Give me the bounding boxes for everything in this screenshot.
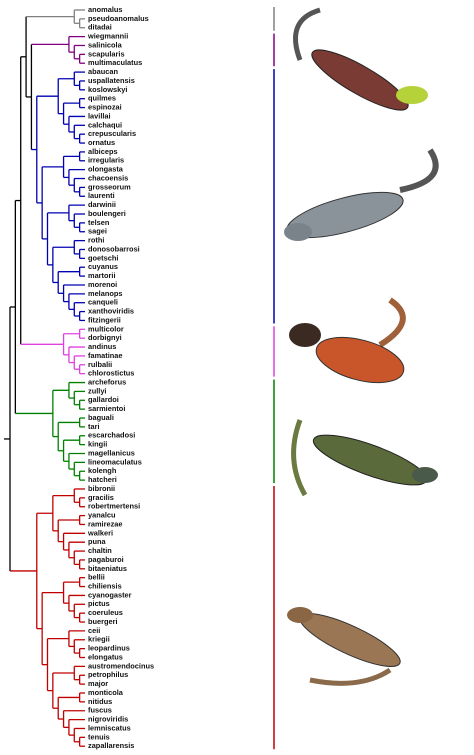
taxon-label: chiliensis <box>88 582 122 591</box>
taxon-label: espinozai <box>88 103 122 112</box>
taxon-label: tari <box>88 422 100 431</box>
taxon-label: rothi <box>88 236 104 245</box>
taxon-label: canqueli <box>88 298 118 307</box>
taxon-label: martorii <box>88 271 116 280</box>
taxon-label: wiegmannii <box>87 32 128 41</box>
taxon-label: puna <box>88 537 107 546</box>
taxon-label: cuyanus <box>88 262 118 271</box>
taxon-label: melanops <box>88 289 123 298</box>
lizard-2 <box>284 148 439 241</box>
taxon-label: quilmes <box>88 94 116 103</box>
taxon-label: ramirezae <box>88 519 123 528</box>
taxon-label: gracilis <box>88 493 114 502</box>
taxon-label: calchaqui <box>88 120 122 129</box>
taxon-label: nitidus <box>88 697 112 706</box>
taxon-label: monticola <box>88 688 124 697</box>
taxon-label: robertmertensi <box>88 502 140 511</box>
taxon-label: laurenti <box>88 191 115 200</box>
taxon-label: famatinae <box>88 351 123 360</box>
taxon-label: baguali <box>88 413 114 422</box>
taxon-label: archeforus <box>88 377 126 386</box>
taxon-label: pagaburoi <box>88 555 124 564</box>
taxon-label: multimaculatus <box>88 58 142 67</box>
taxon-label: abaucan <box>88 67 118 76</box>
taxon-label: kingii <box>88 440 107 449</box>
taxon-label: austromendocinus <box>88 661 154 670</box>
taxon-label: xanthoviridis <box>88 307 134 316</box>
taxon-label: gallardoi <box>88 395 119 404</box>
taxon-label: chaltin <box>88 546 112 555</box>
taxon-label: walkeri <box>87 528 113 537</box>
taxon-label: kriegii <box>88 635 110 644</box>
taxon-label: grosseorum <box>88 182 131 191</box>
taxon-label: hatcheri <box>88 475 117 484</box>
taxon-label: nigroviridis <box>88 715 128 724</box>
taxon-label: bellii <box>88 573 105 582</box>
taxon-label: crepuscularis <box>88 129 136 138</box>
taxon-label: sagei <box>88 227 107 236</box>
taxon-label: buergeri <box>88 617 118 626</box>
taxon-label: pictus <box>88 599 110 608</box>
taxon-label: lavillai <box>88 111 111 120</box>
taxon-label: chlorostictus <box>88 369 134 378</box>
taxon-label: irregularis <box>88 156 124 165</box>
taxon-label: zapallarensis <box>88 741 134 750</box>
taxon-label: scapularis <box>88 49 125 58</box>
lizard-5 <box>287 607 401 686</box>
taxon-label: lineomaculatus <box>88 457 142 466</box>
taxon-label: darwinii <box>88 200 116 209</box>
taxon-label: albiceps <box>88 147 118 156</box>
taxon-label: andinus <box>88 342 116 351</box>
taxon-label: tenuis <box>88 732 110 741</box>
taxon-label: goetschi <box>88 253 118 262</box>
taxon-label: chacoensis <box>88 173 128 182</box>
taxon-label: magellanicus <box>88 448 135 457</box>
taxon-label: ornatus <box>88 138 115 147</box>
taxon-label: bibronii <box>88 484 115 493</box>
taxon-label: ceii <box>88 626 100 635</box>
taxon-label: sarmientoi <box>88 404 125 413</box>
taxon-label: dorbignyi <box>88 333 122 342</box>
taxon-label: leopardinus <box>88 644 130 653</box>
lizard-4 <box>291 419 438 497</box>
taxon-label: anomalus <box>88 5 123 14</box>
taxon-label: morenoi <box>88 280 117 289</box>
taxon-label: pseudoanomalus <box>88 14 149 23</box>
taxon-label: elongatus <box>88 652 123 661</box>
taxon-label: ditadai <box>88 23 112 32</box>
taxon-label: salinicola <box>88 40 123 49</box>
taxon-label: lemniscatus <box>88 723 131 732</box>
taxon-label: zullyi <box>88 386 106 395</box>
taxon-label: boulengeri <box>88 209 126 218</box>
taxon-label: multicolor <box>88 324 124 333</box>
taxon-label: bitaeniatus <box>88 564 127 573</box>
lizard-1 <box>293 7 428 111</box>
taxon-label: fitzingerii <box>88 315 121 324</box>
taxon-label: koslowskyi <box>88 85 127 94</box>
taxon-label: kolengh <box>88 466 117 475</box>
taxon-label: yanalcu <box>88 511 116 520</box>
taxon-label: telsen <box>88 218 110 227</box>
taxon-label: fuscus <box>88 706 112 715</box>
taxon-label: uspallatensis <box>88 76 135 85</box>
taxon-label: olongasta <box>88 165 124 174</box>
taxon-label: petrophilus <box>88 670 128 679</box>
taxon-label: major <box>88 679 108 688</box>
taxon-label: cyanogaster <box>88 590 132 599</box>
taxon-label: donosobarrosi <box>88 244 140 253</box>
lizard-3 <box>289 297 406 384</box>
taxon-label: rulbalii <box>88 360 112 369</box>
taxon-label: coeruleus <box>88 608 123 617</box>
taxon-label: escarchadosi <box>88 431 135 440</box>
